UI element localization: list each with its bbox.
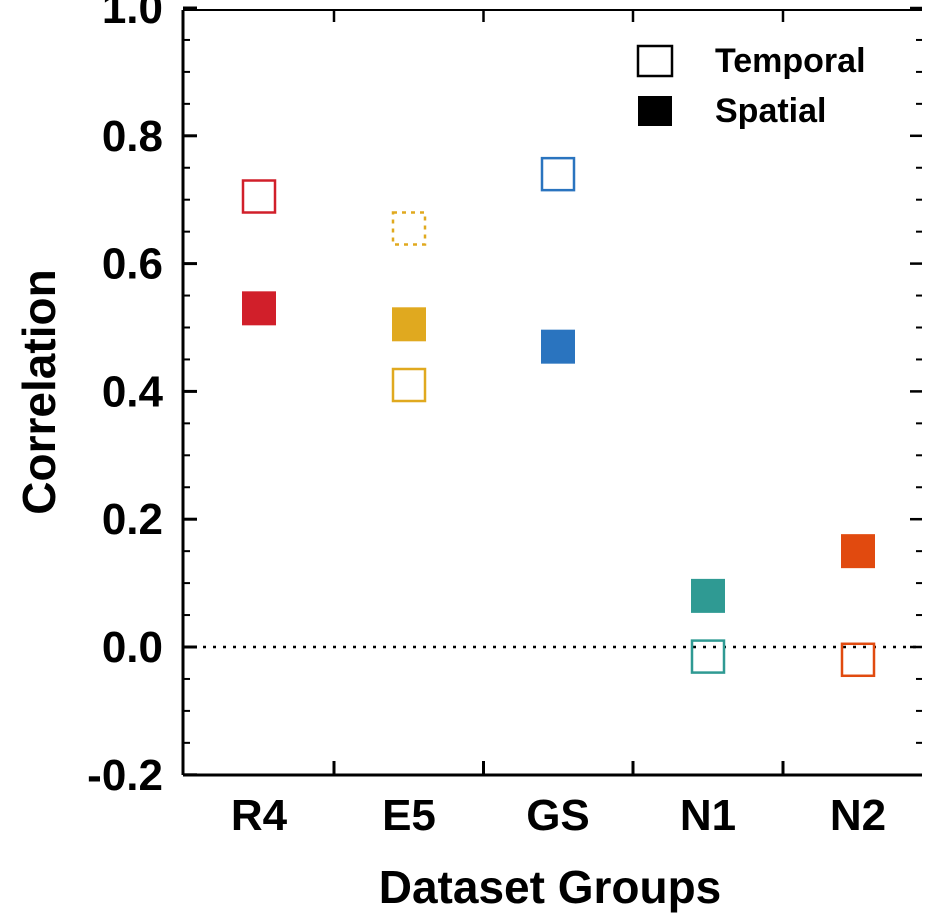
y-tick-label: 0.0 [102, 623, 163, 672]
legend-spatial-label: Spatial [715, 92, 826, 130]
y-tick-label: 0.8 [102, 112, 163, 161]
y-tick-label: 0.2 [102, 495, 163, 544]
x-tick-label: N2 [830, 791, 886, 840]
y-tick-label: -0.2 [87, 751, 163, 800]
x-tick-label: N1 [680, 791, 736, 840]
x-tick-label: R4 [231, 791, 288, 840]
legend-temporal-label: Temporal [715, 42, 866, 80]
spatial-marker-n1 [691, 578, 725, 613]
legend: Temporal Spatial [636, 42, 866, 130]
legend-spatial-marker [638, 96, 672, 126]
y-tick-label: 0.4 [102, 367, 164, 416]
temporal-marker-gs [540, 156, 576, 192]
y-tick-label: 1.0 [102, 0, 163, 33]
x-axis-title: Dataset Groups [379, 861, 722, 913]
spatial-marker-r4 [242, 291, 276, 326]
spatial-marker-n2 [841, 534, 875, 569]
temporal-marker-e5 [391, 367, 427, 403]
y-tick-label: 0.6 [102, 240, 163, 289]
spatial-marker-e5 [392, 307, 426, 342]
x-tick-label: GS [526, 791, 590, 840]
legend-temporal-marker [636, 44, 674, 78]
x-tick-label: E5 [382, 791, 436, 840]
temporal-marker-r4 [241, 179, 277, 214]
temporal-marker-n2 [840, 642, 876, 678]
temporal-marker-n1 [690, 639, 726, 674]
spatial-marker-gs [541, 329, 575, 364]
y-axis-title: Correlation [13, 269, 65, 514]
temporal-dotted-marker-e5 [391, 211, 427, 246]
